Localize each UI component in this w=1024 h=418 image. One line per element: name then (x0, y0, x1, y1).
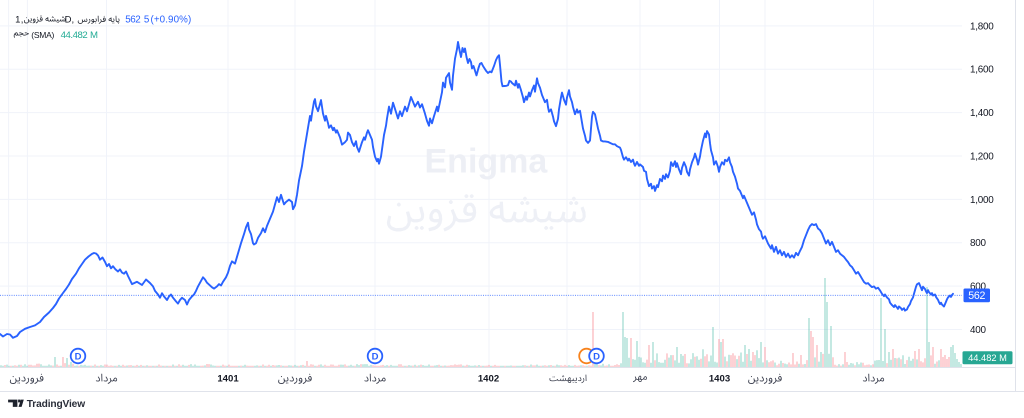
svg-text:562: 562 (125, 15, 140, 26)
svg-text:(SMA): (SMA) (31, 30, 54, 40)
svg-text:562: 562 (968, 290, 985, 302)
svg-text:5: 5 (144, 15, 150, 26)
svg-text:800: 800 (970, 238, 986, 249)
svg-text:600: 600 (970, 282, 986, 293)
svg-text:D,: D, (65, 15, 75, 26)
svg-text:TradingView: TradingView (27, 399, 85, 410)
svg-text:400: 400 (970, 325, 986, 336)
svg-text:(+0.90%): (+0.90%) (151, 15, 192, 26)
svg-text:1,400: 1,400 (970, 108, 994, 119)
svg-text:1,600: 1,600 (970, 65, 994, 76)
svg-text:1402: 1402 (478, 374, 499, 385)
svg-text:D: D (593, 351, 600, 362)
svg-text:Enigma: Enigma (425, 142, 549, 180)
svg-text:1,000: 1,000 (970, 195, 994, 206)
svg-text:1,: 1, (15, 15, 23, 26)
svg-text:1,800: 1,800 (970, 21, 994, 32)
svg-text:1403: 1403 (709, 374, 730, 385)
svg-text:44.482 M: 44.482 M (61, 30, 98, 41)
svg-text:D: D (75, 351, 82, 362)
svg-text:D: D (372, 351, 379, 362)
svg-text:44.482 M: 44.482 M (968, 353, 1007, 363)
svg-text:1,200: 1,200 (970, 151, 994, 162)
svg-text:1401: 1401 (217, 374, 239, 385)
